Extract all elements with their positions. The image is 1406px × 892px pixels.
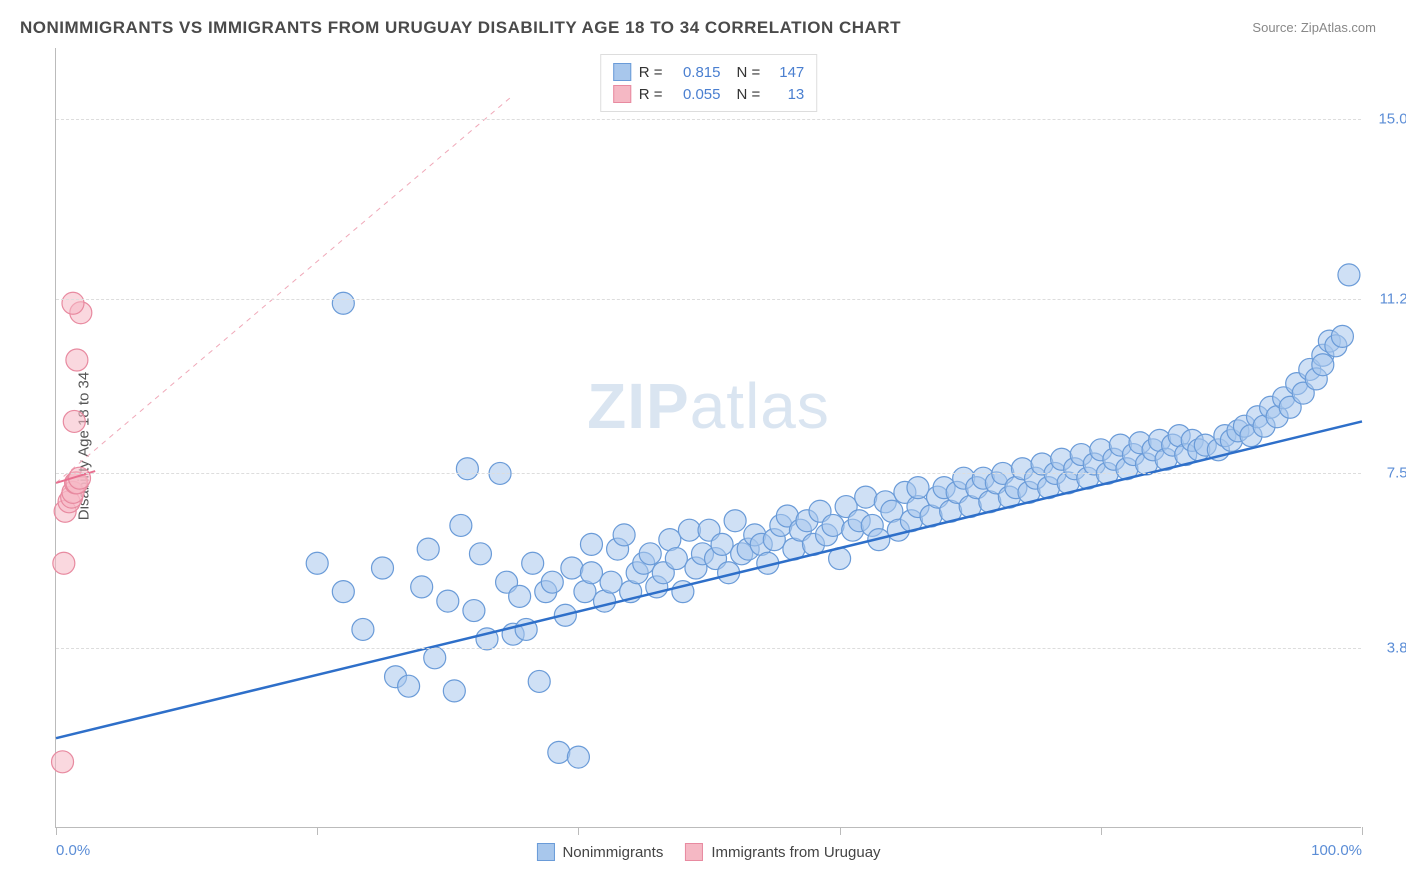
- legend-stats-row: R = 0.055 N = 13: [613, 83, 805, 105]
- chart-title: NONIMMIGRANTS VS IMMIGRANTS FROM URUGUAY…: [20, 18, 901, 38]
- chart-svg: [56, 48, 1361, 827]
- n-value: 147: [768, 64, 804, 81]
- x-tick: [840, 827, 841, 835]
- legend-swatch-pink: [613, 85, 631, 103]
- y-tick-label: 11.2%: [1371, 290, 1406, 307]
- source-link[interactable]: ZipAtlas.com: [1301, 20, 1376, 35]
- y-tick-label: 3.8%: [1371, 640, 1406, 657]
- legend-stats-box: R = 0.815 N = 147 R = 0.055 N = 13: [600, 54, 818, 112]
- r-value: 0.815: [671, 64, 721, 81]
- x-tick: [578, 827, 579, 835]
- r-label: R =: [639, 64, 663, 81]
- x-tick: [1362, 827, 1363, 835]
- n-label: N =: [737, 64, 761, 81]
- gridline-h: [56, 119, 1361, 120]
- legend-label: Immigrants from Uruguay: [711, 844, 880, 861]
- n-value: 13: [768, 86, 804, 103]
- legend-item-immigrants: Immigrants from Uruguay: [685, 843, 880, 861]
- legend-stats-row: R = 0.815 N = 147: [613, 61, 805, 83]
- x-tick: [317, 827, 318, 835]
- plot-area: ZIPatlas R = 0.815 N = 147 R = 0.055 N =…: [55, 48, 1361, 828]
- x-tick-label: 100.0%: [1311, 842, 1362, 859]
- x-tick: [56, 827, 57, 835]
- y-tick-label: 15.0%: [1371, 110, 1406, 127]
- y-tick-label: 7.5%: [1371, 465, 1406, 482]
- source-attribution: Source: ZipAtlas.com: [1252, 20, 1376, 35]
- legend-swatch-blue: [536, 843, 554, 861]
- gridline-h: [56, 648, 1361, 649]
- legend-swatch-pink: [685, 843, 703, 861]
- r-value: 0.055: [671, 86, 721, 103]
- r-label: R =: [639, 86, 663, 103]
- gridline-h: [56, 473, 1361, 474]
- gridline-h: [56, 299, 1361, 300]
- n-label: N =: [737, 86, 761, 103]
- legend-item-nonimmigrants: Nonimmigrants: [536, 843, 663, 861]
- legend-swatch-blue: [613, 63, 631, 81]
- legend-bottom: Nonimmigrants Immigrants from Uruguay: [536, 843, 880, 861]
- legend-label: Nonimmigrants: [562, 844, 663, 861]
- x-tick-label: 0.0%: [56, 842, 90, 859]
- x-tick: [1101, 827, 1102, 835]
- source-label: Source:: [1252, 20, 1297, 35]
